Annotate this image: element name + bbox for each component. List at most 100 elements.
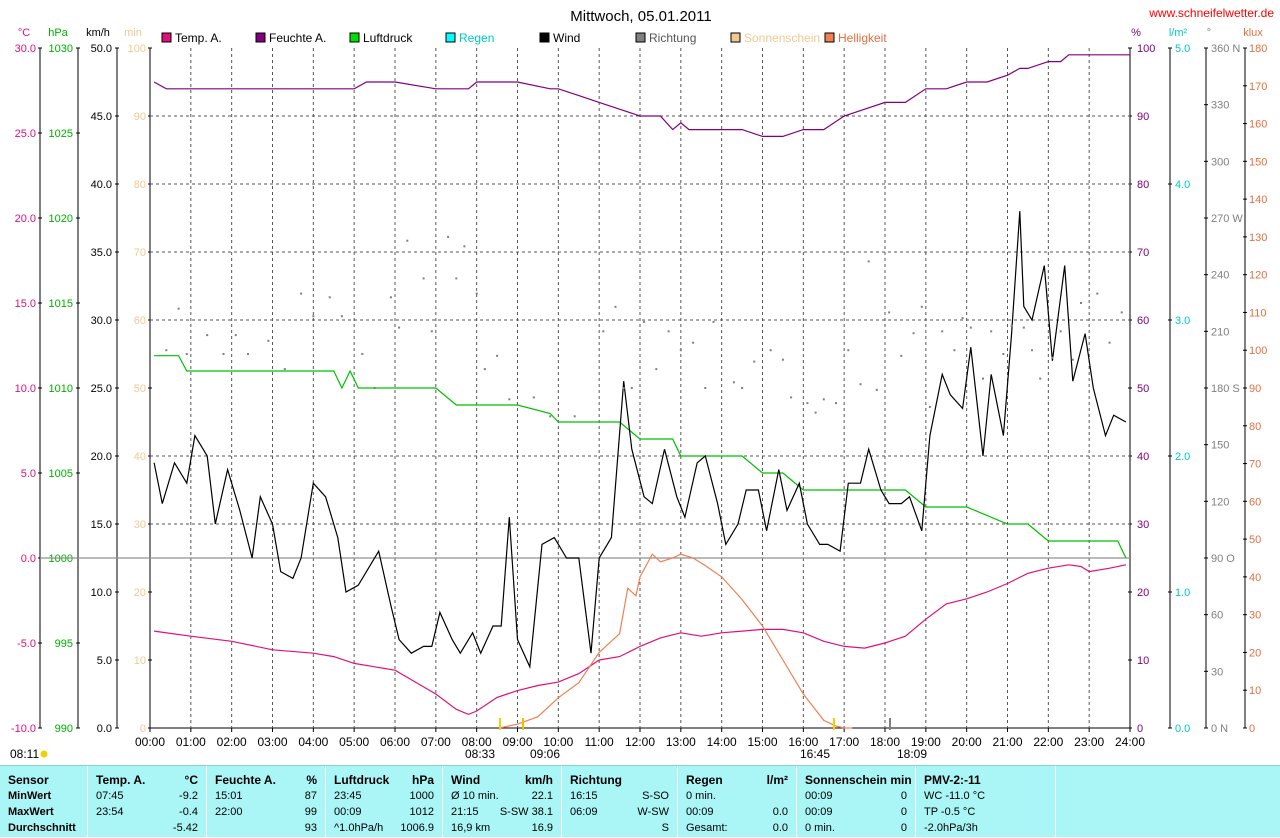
legend-label: Luftdruck [363, 31, 413, 45]
brightness-tick-label: 60 [1249, 496, 1261, 508]
direction-point [283, 368, 286, 371]
direction-point [692, 341, 695, 344]
direction-point [655, 368, 658, 371]
stat-header: Regen l/m² [678, 772, 796, 788]
humidity-tick-label: 90 [1137, 111, 1149, 123]
legend-swatch [730, 32, 741, 43]
stat-row: -5.42 [88, 820, 206, 836]
x-tick-label: 12:00 [625, 735, 655, 749]
wind-tick-label: 35.0 [91, 247, 112, 259]
direction-point [406, 239, 409, 242]
wind-tick-label: 20.0 [91, 451, 112, 463]
brightness-tick-label: 100 [1249, 345, 1267, 357]
marker-label: 16:45 [800, 747, 830, 761]
stat-cell-value: 0 [900, 806, 907, 818]
wind-line [153, 211, 1127, 670]
direction-point [741, 387, 744, 389]
stat-row: WC -11.0 °C [916, 788, 1055, 804]
direction-point [430, 330, 433, 333]
stat-cell-left: ^1.0hPa/h [334, 822, 384, 834]
legend: Temp. A. Feuchte A. Luftdruck Regen Wind Rich… [161, 31, 887, 45]
pressure-axis-unit: hPa [48, 27, 68, 39]
direction-point [1096, 292, 1099, 295]
direction-tick-label: 360 N [1211, 43, 1240, 55]
stat-header: Temp. A. °C [88, 772, 206, 788]
x-tick-label: 10:00 [543, 735, 573, 749]
brightness-tick-label: 10 [1249, 685, 1261, 697]
direction-point [549, 415, 552, 418]
stat-cell-value: 87 [304, 790, 317, 802]
direction-point [602, 330, 605, 333]
stat-cell-left: 00:09 [805, 806, 833, 818]
stat-header-label: Richtung [570, 773, 622, 787]
stat-cell-value: -5.42 [172, 822, 198, 834]
x-tick-label: 21:00 [992, 735, 1022, 749]
direction-tick-label: 0 N [1211, 723, 1228, 735]
direction-point [247, 353, 249, 355]
sun-tick-label: 70 [134, 247, 146, 259]
stat-header-unit: hPa [411, 773, 434, 787]
direction-point [1108, 341, 1111, 344]
stat-cell-value: 99 [304, 806, 317, 818]
stat-header: Sensor [0, 772, 87, 788]
x-tick-label: 13:00 [666, 735, 696, 749]
x-tick-label: 03:00 [257, 735, 287, 749]
direction-tick-label: 150 [1211, 440, 1229, 452]
stat-header: Luftdruck hPa [326, 772, 442, 788]
stat-header-label: Wind [451, 773, 481, 787]
stat-header-label: Feuchte A. [215, 773, 276, 787]
stat-header-label: Luftdruck [334, 773, 390, 787]
direction-point [920, 305, 923, 308]
stat-cell-value: 1012 [409, 806, 434, 818]
rain-axis-unit: l/m² [1169, 27, 1188, 39]
direction-point [953, 349, 956, 352]
legend-swatch [824, 32, 835, 43]
direction-point [712, 320, 715, 323]
wind-tick-label: 0.0 [97, 723, 112, 735]
stat-header: Sonnenschein min [797, 772, 915, 788]
direction-point [867, 260, 870, 263]
sun-icon-label: 08:11 [10, 747, 39, 761]
pressure-tick-label: 1000 [49, 553, 73, 565]
sun-tick-label: 50 [134, 383, 146, 395]
direction-point [928, 405, 931, 408]
direction-tick-label: 180 S [1211, 383, 1240, 395]
direction-point [300, 292, 303, 295]
direction-point [267, 339, 270, 342]
stat-row: 06:09 W-SW [562, 804, 677, 820]
sun-icon [40, 750, 48, 758]
website-link[interactable]: www.schneifelwetter.de [1148, 6, 1274, 20]
direction-point [732, 381, 735, 384]
series [153, 54, 1130, 729]
direction-point [532, 396, 535, 399]
temp-tick-label: 15.0 [15, 298, 36, 310]
stat-cell-value: 22.1 [531, 790, 553, 802]
stat-row: 07:45 -9.2 [88, 788, 206, 804]
stat-cell-left: Gesamt: [686, 822, 728, 834]
pressure-tick-label: 995 [55, 638, 73, 650]
direction-point [835, 402, 837, 405]
humidity-tick-label: 20 [1137, 587, 1149, 599]
brightness-axis-unit: klux [1243, 27, 1263, 39]
sun-tick-label: 40 [134, 451, 146, 463]
wind-tick-label: 30.0 [91, 315, 112, 327]
stat-row: 0 min. 0 [797, 820, 915, 836]
stat-column: Richtung 16:15 S-SO 06:09 W-SW S [562, 766, 678, 838]
stat-column: Sensor MinWert MaxWert Durchschnitt [0, 766, 88, 838]
pressure-tick-label: 1025 [49, 128, 73, 140]
stat-cell-value: 1006.9 [400, 822, 434, 834]
legend-swatch [445, 32, 456, 43]
stat-cell-value: 93 [304, 822, 317, 834]
stat-row: Gesamt: 0.0 [678, 820, 796, 836]
stat-column: Wind km/h Ø 10 min. 22.1 21:15 S-SW 38.1 16,9 … [443, 766, 562, 838]
legend-label: Sonnenschein [744, 31, 820, 45]
sun-tick-label: 100 [128, 43, 146, 55]
direction-point [822, 398, 825, 401]
brightness-tick-label: 110 [1249, 307, 1267, 319]
direction-point [1080, 302, 1082, 304]
stat-header-label: Sensor [8, 773, 49, 787]
stat-header: PMV-2:-11 [916, 772, 1055, 788]
stat-row-label: Durchschnitt [8, 822, 76, 834]
wind-tick-label: 15.0 [91, 519, 112, 531]
direction-tick-label: 240 [1211, 270, 1229, 282]
